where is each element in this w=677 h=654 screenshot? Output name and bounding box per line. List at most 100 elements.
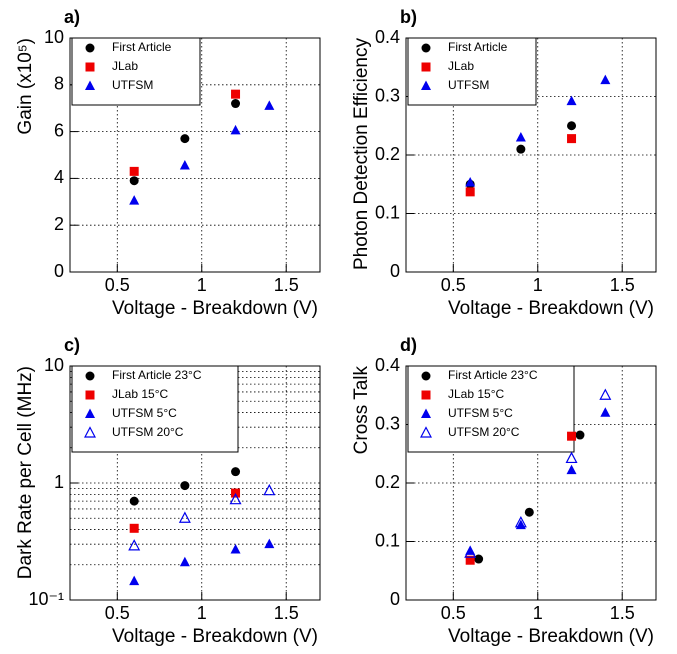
legend-label: UTFSM 5°C: [112, 406, 177, 420]
point: [515, 131, 526, 142]
point: [567, 121, 577, 131]
x-tick-label: 1.5: [610, 603, 635, 623]
x-axis-label: Voltage - Breakdown (V): [112, 626, 318, 647]
legend-label: UTFSM: [448, 78, 489, 92]
point: [524, 507, 534, 517]
point: [129, 166, 139, 176]
y-tick-label: 0: [54, 261, 64, 281]
y-tick-label: 6: [54, 120, 64, 140]
legend-label: First Article 23°C: [112, 368, 202, 382]
x-tick-label: 1: [533, 275, 543, 295]
point: [565, 451, 578, 464]
x-tick-label: 1.5: [274, 603, 299, 623]
x-axis-label: Voltage - Breakdown (V): [112, 298, 318, 319]
point: [600, 74, 611, 85]
x-axis-label: Voltage - Breakdown (V): [448, 298, 654, 319]
legend-label: UTFSM 5°C: [448, 406, 513, 420]
point: [464, 546, 477, 558]
point: [129, 176, 139, 186]
point: [231, 467, 241, 477]
y-tick-label: 0.3: [375, 413, 400, 433]
y-tick-label: 0.1: [375, 202, 400, 222]
y-tick-label: 0.4: [375, 355, 400, 375]
y-tick-label: 0.3: [375, 85, 400, 105]
point: [599, 388, 612, 400]
legend-label: JLab: [448, 59, 474, 73]
y-tick-label: 10: [44, 27, 64, 47]
point: [600, 407, 611, 417]
legend-marker: [85, 408, 95, 418]
point: [264, 100, 275, 110]
panel-label: d): [400, 335, 417, 355]
y-tick-label: 8: [54, 74, 64, 94]
x-tick-label: 0.5: [105, 275, 130, 295]
legend-marker: [420, 426, 432, 438]
point: [566, 95, 577, 106]
x-tick-label: 0.5: [441, 275, 466, 295]
panel-label: a): [64, 7, 80, 27]
legend-label: First Article: [112, 40, 172, 54]
y-tick-label: 0.1: [375, 530, 400, 550]
legend-marker: [421, 390, 431, 400]
y-tick-label: 0: [390, 261, 400, 281]
x-axis-label: Voltage - Breakdown (V): [448, 626, 654, 647]
legend-marker: [85, 80, 95, 90]
y-axis-label: Photon Detection Efficiency: [351, 38, 372, 271]
y-tick-label: 10: [44, 355, 64, 375]
panel-label: b): [400, 7, 417, 27]
point: [263, 483, 276, 496]
point: [566, 464, 577, 475]
legend-marker: [85, 43, 95, 53]
legend-marker: [85, 62, 95, 72]
point: [180, 481, 190, 491]
point: [567, 134, 577, 144]
legend-label: First Article 23°C: [448, 368, 538, 382]
x-tick-label: 1.5: [610, 275, 635, 295]
y-tick-label: 0.2: [375, 472, 400, 492]
point: [231, 99, 241, 109]
point: [129, 195, 140, 205]
legend-marker: [84, 426, 96, 438]
legend-box: [71, 365, 239, 453]
legend-marker: [421, 408, 431, 418]
point: [128, 539, 141, 551]
panel-label: c): [64, 335, 80, 355]
legend-marker: [421, 62, 431, 72]
legend-label: JLab: [112, 59, 138, 73]
point: [180, 134, 190, 144]
point: [474, 554, 484, 564]
y-tick-label: 10⁻¹: [28, 589, 64, 609]
point: [516, 144, 526, 154]
point: [129, 496, 139, 506]
point: [229, 492, 242, 505]
point: [179, 160, 190, 170]
y-axis-label: Dark Rate per Cell (MHz): [15, 366, 36, 579]
point: [179, 556, 190, 567]
y-axis-label: Gain (x10⁵): [15, 38, 36, 135]
legend-label: UTFSM: [112, 78, 153, 92]
point: [575, 430, 585, 440]
y-tick-label: 1: [54, 472, 64, 492]
legend-marker: [421, 43, 431, 53]
legend-marker: [85, 371, 95, 381]
legend-box: [407, 365, 575, 453]
point: [231, 89, 241, 99]
x-tick-label: 0.5: [441, 603, 466, 623]
x-tick-label: 1.5: [274, 275, 299, 295]
point: [230, 124, 241, 135]
point: [465, 555, 475, 565]
x-tick-label: 1: [533, 603, 543, 623]
y-tick-label: 0: [390, 589, 400, 609]
point: [129, 575, 140, 586]
legend-label: UTFSM 20°C: [448, 425, 520, 439]
legend-label: UTFSM 20°C: [112, 425, 184, 439]
x-tick-label: 0.5: [105, 603, 130, 623]
point: [514, 515, 527, 528]
y-tick-label: 0.4: [375, 27, 400, 47]
legend-label: JLab 15°C: [448, 387, 505, 401]
y-axis-label: Cross Talk: [351, 366, 372, 455]
x-tick-label: 1: [197, 275, 207, 295]
point: [178, 511, 191, 523]
point: [230, 544, 241, 554]
